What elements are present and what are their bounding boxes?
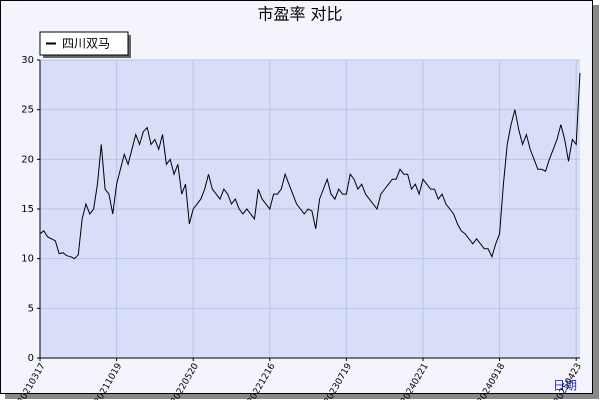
x-axis-label: 日期 bbox=[553, 379, 577, 393]
y-tick-label: 0 bbox=[28, 353, 34, 364]
y-tick-label: 5 bbox=[28, 303, 34, 314]
y-tick-label: 10 bbox=[21, 254, 34, 265]
shadow bbox=[593, 5, 599, 399]
line bbox=[39, 72, 581, 260]
shadow bbox=[5, 394, 599, 399]
legend-label: 四川双马 bbox=[62, 37, 110, 51]
y-tick-label: 15 bbox=[21, 204, 34, 215]
y-tick-label: 30 bbox=[21, 55, 34, 66]
chart-title: 市盈率 对比 bbox=[257, 5, 342, 24]
y-tick-label: 20 bbox=[21, 154, 34, 165]
legend-box bbox=[39, 31, 129, 56]
y-tick-label: 25 bbox=[21, 105, 34, 116]
